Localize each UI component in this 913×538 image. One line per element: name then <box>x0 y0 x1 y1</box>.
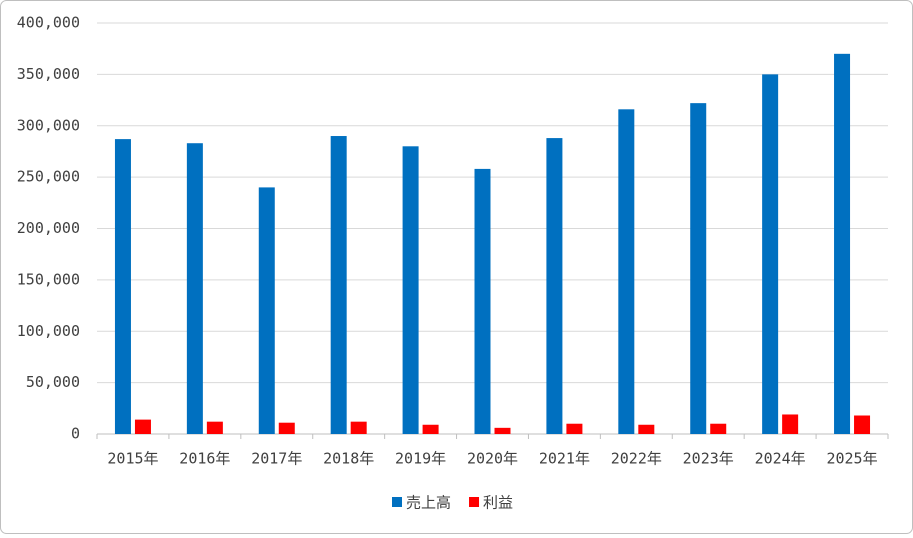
bar <box>186 143 203 434</box>
y-tick-label: 250,000 <box>17 168 80 186</box>
legend-swatch <box>392 497 402 507</box>
bar <box>114 139 131 435</box>
bar <box>638 424 655 434</box>
x-tick-label: 2023年 <box>683 450 734 468</box>
x-tick-label: 2017年 <box>251 450 302 468</box>
bar <box>710 423 727 434</box>
bar <box>474 168 491 434</box>
x-tick-label: 2021年 <box>539 450 590 468</box>
bar <box>278 422 295 434</box>
x-tick-label: 2016年 <box>179 450 230 468</box>
legend-label: 売上高 <box>406 494 451 512</box>
bar <box>834 53 851 434</box>
bar <box>422 424 439 434</box>
x-tick-label: 2015年 <box>107 450 158 468</box>
x-tick-label: 2025年 <box>826 450 877 468</box>
y-tick-label: 400,000 <box>17 14 80 32</box>
bar <box>762 74 779 434</box>
bar <box>134 419 151 434</box>
bar <box>546 138 563 434</box>
bar <box>494 427 511 434</box>
x-tick-label: 2024年 <box>755 450 806 468</box>
y-tick-label: 50,000 <box>26 373 80 391</box>
y-tick-label: 0 <box>71 425 80 443</box>
bar <box>618 109 635 434</box>
bar <box>690 103 707 435</box>
bar <box>206 421 223 434</box>
bar <box>566 423 583 434</box>
bar <box>782 414 799 434</box>
y-tick-label: 150,000 <box>17 270 80 288</box>
y-tick-label: 200,000 <box>17 219 80 237</box>
y-tick-label: 300,000 <box>17 116 80 134</box>
bar <box>330 136 347 434</box>
bar <box>854 415 871 434</box>
legend-swatch <box>469 497 480 507</box>
x-tick-label: 2018年 <box>323 450 374 468</box>
bar <box>402 146 419 435</box>
y-tick-label: 100,000 <box>17 322 80 340</box>
x-tick-label: 2022年 <box>611 450 662 468</box>
x-tick-label: 2020年 <box>467 450 518 468</box>
legend-label: 利益 <box>483 494 513 512</box>
bar <box>350 421 367 434</box>
x-tick-label: 2019年 <box>395 450 446 468</box>
bar <box>258 187 275 434</box>
y-tick-label: 350,000 <box>17 65 80 83</box>
